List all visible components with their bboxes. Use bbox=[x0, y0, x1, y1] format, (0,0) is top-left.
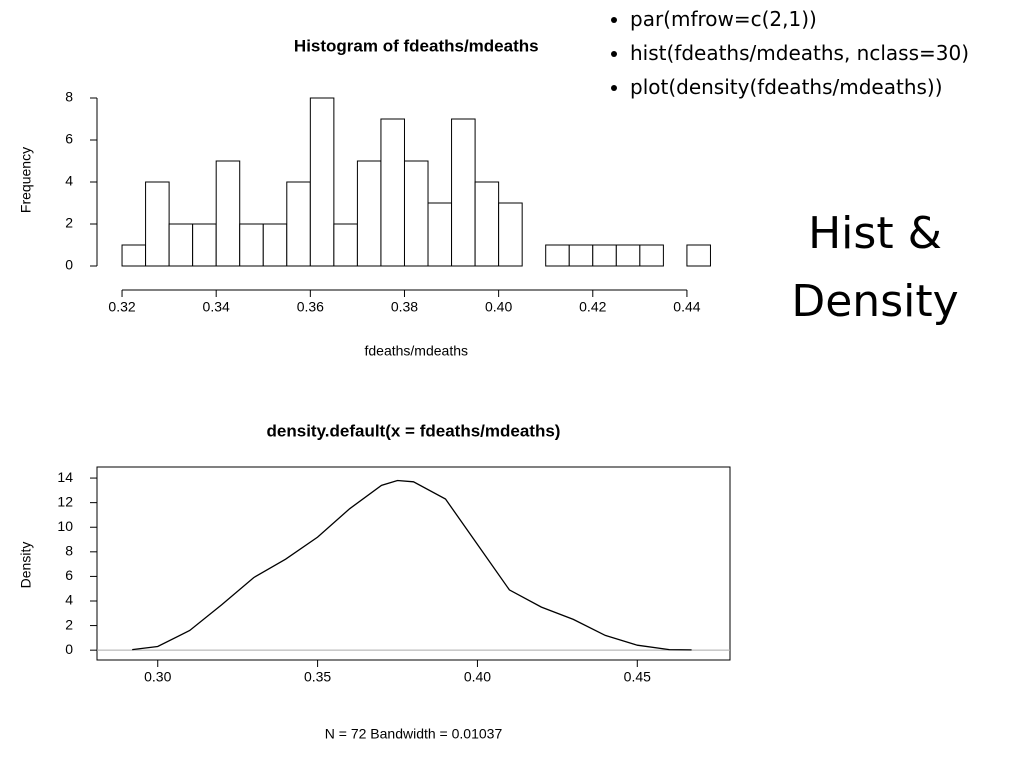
bar bbox=[286, 181, 311, 267]
bar bbox=[592, 244, 617, 267]
y-tick-label: 0 bbox=[65, 257, 73, 273]
bar bbox=[545, 244, 570, 267]
bar bbox=[262, 223, 288, 267]
y-tick-label: 4 bbox=[65, 173, 73, 189]
y-tick-label: 4 bbox=[65, 592, 73, 608]
bar bbox=[309, 97, 335, 267]
y-tick-label: 10 bbox=[57, 518, 73, 534]
bullet-list: par(mfrow=c(2,1))hist(fdeaths/mdeaths, n… bbox=[588, 2, 969, 104]
chart-title: Histogram of fdeaths/mdeaths bbox=[294, 36, 539, 55]
bar bbox=[474, 181, 500, 267]
y-axis-label: Density bbox=[18, 542, 34, 589]
bar bbox=[215, 160, 241, 267]
x-tick-label: 0.44 bbox=[673, 299, 700, 315]
bar bbox=[403, 160, 429, 267]
bar bbox=[333, 223, 358, 267]
x-tick-label: 0.45 bbox=[624, 669, 651, 685]
plot-box bbox=[96, 466, 731, 661]
y-tick-label: 2 bbox=[65, 215, 73, 231]
slide-title: Hist & Density bbox=[791, 208, 959, 327]
y-tick-label: 14 bbox=[57, 469, 73, 485]
x-tick-label: 0.36 bbox=[297, 299, 324, 315]
y-tick-label: 0 bbox=[65, 641, 73, 657]
bar bbox=[639, 244, 664, 267]
bar bbox=[615, 244, 641, 267]
bar bbox=[356, 160, 382, 267]
y-tick-label: 2 bbox=[65, 616, 73, 632]
y-tick-label: 6 bbox=[65, 567, 73, 583]
x-tick-label: 0.32 bbox=[108, 299, 135, 315]
x-tick-label: 0.40 bbox=[464, 669, 491, 685]
chart-title: density.default(x = fdeaths/mdeaths) bbox=[267, 421, 561, 440]
bar bbox=[121, 244, 147, 267]
bar bbox=[451, 118, 476, 267]
x-tick-label: 0.30 bbox=[144, 669, 171, 685]
x-tick-label: 0.40 bbox=[485, 299, 512, 315]
x-tick-label: 0.42 bbox=[579, 299, 606, 315]
bullet: plot(density(fdeaths/mdeaths)) bbox=[630, 70, 969, 104]
x-tick-label: 0.34 bbox=[203, 299, 230, 315]
x-tick-label: 0.38 bbox=[391, 299, 418, 315]
bar bbox=[239, 223, 264, 267]
bar bbox=[380, 118, 405, 267]
bullet: par(mfrow=c(2,1)) bbox=[630, 2, 969, 36]
x-tick-label: 0.35 bbox=[304, 669, 331, 685]
x-axis-label: N = 72 Bandwidth = 0.01037 bbox=[325, 726, 503, 742]
bullet: hist(fdeaths/mdeaths, nclass=30) bbox=[630, 36, 969, 70]
y-tick-label: 8 bbox=[65, 543, 73, 559]
y-tick-label: 8 bbox=[65, 89, 73, 105]
bar bbox=[498, 202, 523, 267]
y-axis-label: Frequency bbox=[18, 147, 34, 213]
bar bbox=[427, 202, 453, 267]
density-line bbox=[132, 479, 692, 651]
y-tick-label: 12 bbox=[57, 493, 73, 509]
x-axis-label: fdeaths/mdeaths bbox=[364, 343, 468, 359]
bar bbox=[192, 223, 217, 267]
bar bbox=[168, 223, 194, 267]
bar bbox=[145, 181, 170, 267]
y-tick-label: 6 bbox=[65, 131, 73, 147]
bar bbox=[568, 244, 594, 267]
bar bbox=[686, 244, 711, 267]
